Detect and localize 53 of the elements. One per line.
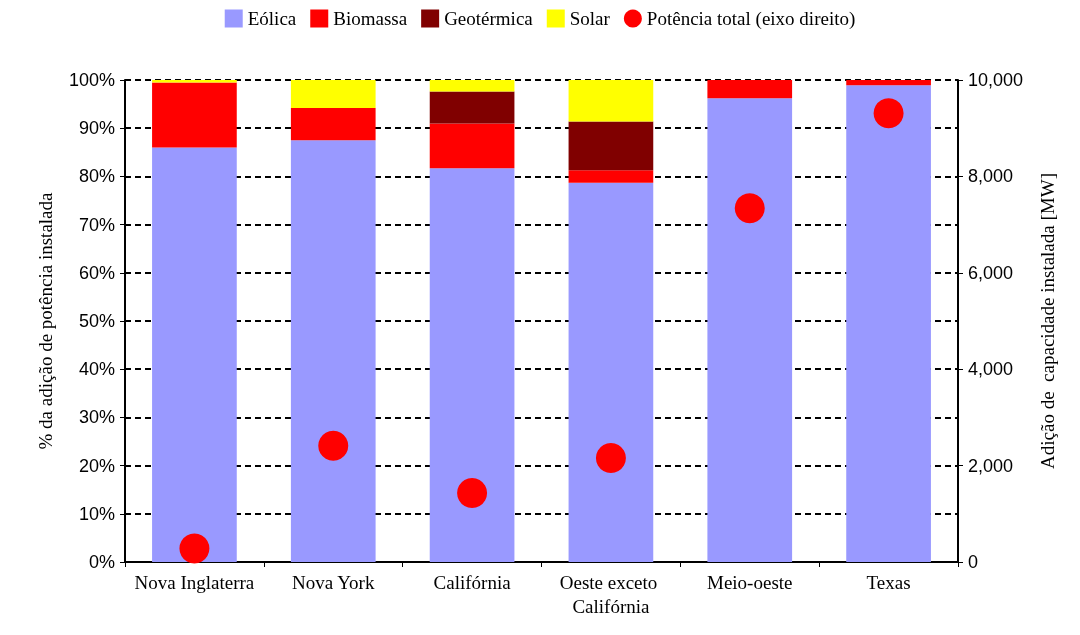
bar [846,85,931,562]
y2-tick-label: 4,000 [968,359,1014,380]
legend-label: Biomassa [333,8,408,29]
y2-axis-title: Adição de capacidade instalada [MW] [1037,173,1058,469]
bar [290,140,376,562]
bar [707,80,793,99]
y-tick-label: 70% [78,214,115,235]
x-tick-label: Califórnia [433,571,512,593]
point [873,98,904,129]
x-tick-label: Oeste exceto Califórnia [559,571,663,617]
x-tick-label: Meio-oeste [707,571,793,593]
legend-label: Eólica [247,8,297,29]
y2-tick-label: 0 [968,552,979,572]
bar [429,80,515,92]
bar [429,91,515,124]
y-tick-label: 40% [78,359,115,380]
point [595,442,626,473]
y-tick-label: 10% [78,503,115,524]
bar [290,107,376,141]
bar [568,80,654,122]
bar [568,182,654,562]
point [318,430,349,461]
y-tick-label: 50% [78,311,115,331]
legend-label: Geotérmica [444,8,534,29]
y2-tick-label: 8,000 [968,166,1014,187]
y-tick-label: 90% [78,118,115,139]
point [179,533,210,564]
y-tick-label: 20% [78,455,115,476]
legend-label: Solar [569,8,611,29]
bar [846,80,931,86]
bar [568,170,654,183]
x-tick-label: Nova Inglaterra [134,571,255,593]
x-tick-label: Nova York [292,571,375,593]
bar [290,80,376,108]
bar [429,123,515,169]
bar [152,82,237,148]
point [734,193,765,224]
legend-label: Potência total (eixo direito) [646,8,856,30]
bar [152,147,237,562]
y2-tick-label: 2,000 [968,455,1014,476]
bar [707,98,793,562]
bar [568,121,654,171]
x-tick-label: Texas [866,571,911,593]
y-tick-label: 80% [78,166,115,187]
y-tick-label: 60% [78,262,115,283]
y-tick-label: 30% [78,407,115,428]
y2-tick-label: 10,000 [968,70,1024,90]
y-tick-label: 0% [88,552,115,572]
y-axis-title: % da adição de potência instalada [35,191,56,450]
bar [429,168,515,562]
point [457,478,488,509]
y-tick-label: 100% [68,70,115,90]
y2-tick-label: 6,000 [968,262,1014,283]
